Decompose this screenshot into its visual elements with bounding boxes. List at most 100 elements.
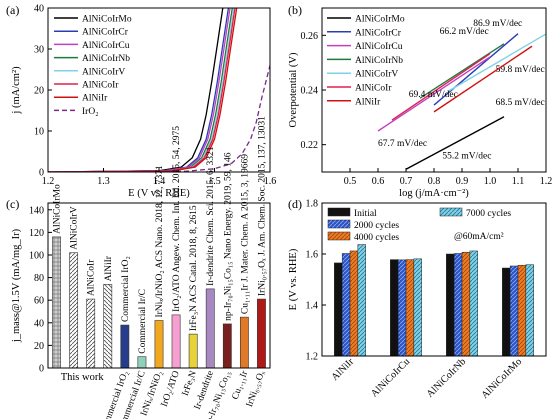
legend-label: AlNiCoIrV: [355, 70, 398, 80]
y-tick-label: 0.22: [301, 140, 319, 151]
y-tick-label: 1.2: [306, 352, 319, 363]
plot-frame: [47, 202, 271, 369]
y-axis-label: j_mass@1.5V (mA/mg_Ir): [11, 228, 22, 343]
panel-label: (b): [288, 3, 302, 17]
bar: [469, 250, 478, 357]
panel-label: (d): [288, 197, 302, 211]
bar: [52, 236, 61, 369]
category-tick-label: AlNiCoIrNb: [425, 356, 469, 400]
slope-label: 59.8 mV/dec: [496, 65, 545, 75]
y-tick-label: 0: [39, 168, 44, 179]
bar-label: IrNi₀.₅₇Oₓ J. Am. Chem. Soc. 2015, 137, …: [257, 116, 267, 296]
y-tick-label: 140: [29, 205, 44, 216]
fit-line-0: [405, 116, 505, 170]
plot-frame: [321, 202, 547, 357]
legend-label: AlNiCoIrNb: [82, 54, 130, 64]
category-tick-label: AlNiIr: [329, 356, 356, 383]
x-tick-label: 0.6: [372, 176, 385, 187]
legend-label: 7000 cycles: [466, 209, 511, 219]
y-tick-label: 20: [34, 341, 44, 352]
x-tick-label: 1.3: [97, 176, 110, 187]
y-tick-label: 0.26: [301, 31, 319, 42]
annotation-text: This work: [61, 372, 105, 383]
legend-swatch: [327, 231, 351, 241]
bar: [357, 244, 366, 357]
y-tick-label: 1.8: [306, 199, 319, 210]
x-tick-label: 1.6: [264, 176, 277, 187]
bar: [334, 262, 343, 357]
bar: [205, 288, 215, 369]
bar-label: np-Ir₇₀Ni₁₅Co₁₅ Nano Energy. 2019, 59, 1…: [223, 152, 233, 321]
y-tick-label: 1.6: [306, 250, 319, 261]
x-tick-label: 1.0: [484, 176, 497, 187]
bar: [413, 258, 422, 357]
series-line-0: [48, 8, 224, 172]
legend-label: AlNiCoIrV: [82, 67, 125, 77]
y-tick-label: 30: [34, 45, 44, 56]
legend-label: AlNiCoIrCr: [355, 28, 402, 38]
panel-b: 55.2 mV/dec 86.9 mV/dec 67.7 mV/dec 66.2 mV…: [288, 3, 552, 199]
bar: [171, 314, 181, 369]
x-tick-label: 1.2: [42, 176, 55, 187]
legend-label: AlNiIr: [355, 97, 381, 107]
bar-label: AlNiCoIrMo: [53, 184, 63, 234]
category-tick-label: AlNiCoIrMo: [479, 356, 524, 401]
legend-label: AlNiCoIrCu: [82, 41, 130, 51]
legend-label: AlNiCoIr: [82, 81, 119, 91]
bar: [525, 264, 534, 357]
fit-line-1: [433, 33, 519, 106]
y-tick-label: 0.24: [301, 86, 319, 97]
bar-label: IrO₂/ATO Angew. Chem. Int. Ed. 2015, 54,…: [172, 126, 182, 312]
legend-swatch: [439, 207, 463, 217]
y-tick-label: 10: [34, 127, 44, 138]
x-tick-label: 1.2: [540, 176, 553, 187]
bar-label: AlNiIr: [104, 255, 114, 281]
bar-label: Commercial Ir/C: [138, 289, 148, 354]
bar: [188, 333, 198, 369]
bar: [257, 298, 266, 369]
bar: [453, 253, 463, 357]
slope-label: 86.9 mV/dec: [473, 19, 522, 29]
bar: [509, 265, 519, 357]
fit-line-2: [377, 56, 491, 132]
y-tick-label: 80: [34, 273, 44, 284]
x-tick-label: 0.9: [456, 176, 469, 187]
x-tick-label: 1.5: [208, 176, 221, 187]
series-line-1: [48, 8, 230, 172]
legend-label: 2000 cycles: [354, 221, 399, 231]
slope-label: 69.4 mV/dec: [409, 90, 458, 100]
bar: [103, 284, 113, 369]
y-tick-label: 1.4: [306, 301, 319, 312]
panel-d: AlNiIr AlNiCoIrCu AlNiCoIrNb AlNiCoIrMo 1.2 1…: [288, 197, 547, 401]
legend-label: IrO₂: [82, 107, 99, 117]
y-axis-label: j (mA/cm²): [11, 66, 22, 115]
fit-line-3: [419, 43, 505, 99]
x-tick-label: 0.5: [344, 176, 357, 187]
panel-label: (c): [6, 197, 19, 211]
x-tick-label: 0.7: [400, 176, 413, 187]
panel-a: 1.2 1.3 1.4 1.5 1.6 0 10 20 30 40 E (V vs. RHE) j (…: [6, 3, 276, 199]
legend-label: AlNiCoIrCu: [355, 42, 403, 52]
legend-swatch: [327, 219, 351, 229]
bar: [397, 259, 407, 357]
legend-label: AlNiCoIrNb: [355, 56, 403, 66]
annotation-text: @60mA/cm²: [454, 232, 504, 242]
slope-label: 68.5 mV/dec: [496, 98, 545, 108]
bar-label: IrFe₃N ACS Catal. 2018, 8, 2615: [189, 205, 199, 331]
legend-label: AlNiCoIrCr: [82, 28, 129, 38]
slope-label: 67.7 mV/dec: [378, 139, 427, 149]
bar: [341, 253, 351, 357]
y-tick-label: 20: [34, 86, 44, 97]
slope-label: 55.2 mV/dec: [442, 151, 491, 161]
bar: [137, 356, 147, 369]
y-axis-label: E (V vs. RHE): [288, 248, 299, 310]
slope-label: 66.2 mV/dec: [440, 27, 489, 37]
x-tick-label: 1.4: [153, 176, 166, 187]
bar-label: IrNiₓ/IrNiO₂ ACS Nano. 2018, 12, 7371: [155, 165, 165, 318]
bar: [222, 323, 232, 369]
legend-label: AlNiIr: [82, 94, 108, 104]
legend-label: AlNiCoIrMo: [82, 15, 132, 25]
bar: [86, 298, 96, 369]
fit-line-6: [433, 45, 533, 113]
legend-label: 4000 cycles: [354, 233, 399, 243]
